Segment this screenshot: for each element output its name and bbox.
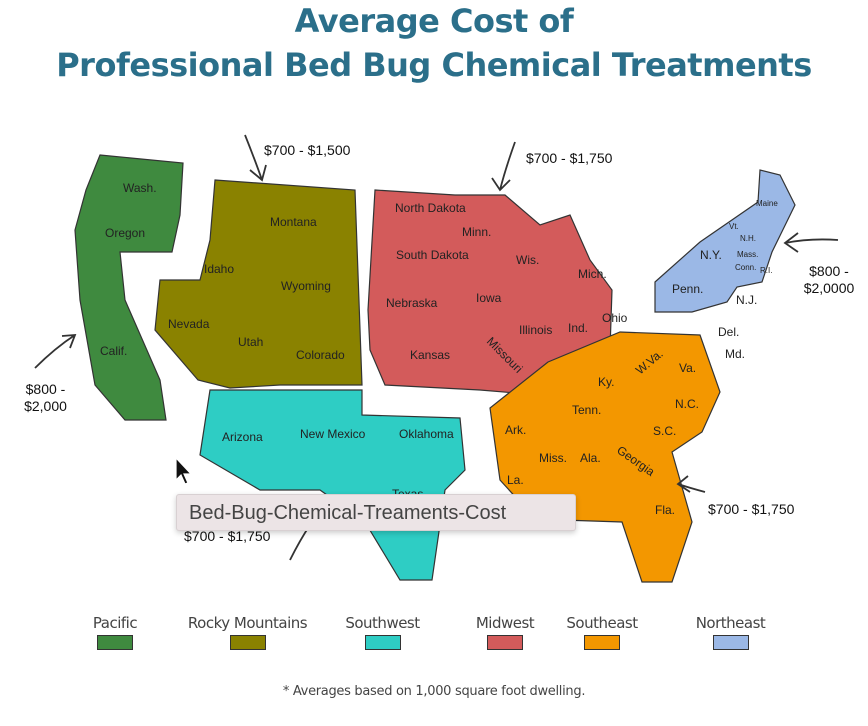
state-label: Illinois (519, 323, 552, 337)
state-label: Fla. (655, 503, 675, 517)
arrow-pacific (34, 333, 77, 369)
state-label: Nebraska (386, 296, 438, 310)
legend-northeast: Northeast (688, 614, 773, 650)
state-label: N.C. (675, 397, 699, 411)
state-label: Idaho (204, 262, 234, 276)
region-northeast (654, 169, 796, 313)
state-label: Wyoming (281, 279, 331, 293)
state-label: Conn. (735, 263, 756, 272)
price-northeast: $800 - $2,0000 (803, 263, 855, 296)
arrows (34, 134, 839, 561)
state-label: North Dakota (395, 201, 466, 215)
price-southeast: $700 - $1,750 (708, 501, 795, 517)
region-pacific (74, 154, 184, 421)
arrow-southeast (676, 475, 706, 493)
legend-rocky-mountains: Rocky Mountains (180, 614, 315, 650)
state-label: Nevada (168, 317, 210, 331)
region-southeast (489, 331, 721, 583)
state-label: Miss. (539, 451, 567, 465)
state-label: Arizona (222, 430, 263, 444)
state-label: N.H. (740, 234, 756, 243)
legend-swatch (584, 635, 620, 650)
state-label: Wash. (123, 181, 157, 195)
region-rocky-mountains (154, 179, 363, 389)
state-label: Mich. (578, 267, 607, 281)
state-label: Ohio (602, 311, 628, 325)
state-label: Montana (270, 215, 317, 229)
arrow-northeast (783, 232, 839, 253)
state-label: South Dakota (396, 248, 469, 262)
arrow-midwest (491, 141, 516, 192)
state-label: Tenn. (572, 403, 601, 417)
state-label: Ky. (598, 375, 614, 389)
footnote: * Averages based on 1,000 square foot dw… (282, 684, 586, 699)
region-southwest (199, 389, 466, 581)
arrow-rocky (244, 134, 267, 182)
state-label: Minn. (462, 225, 491, 239)
state-label: Utah (238, 335, 263, 349)
legend-southwest: Southwest (340, 614, 425, 650)
image-tooltip: Bed-Bug-Chemical-Treaments-Cost (176, 494, 576, 531)
state-label: Va. (679, 361, 696, 375)
state-label: Vt. (729, 222, 739, 231)
state-label: Ark. (505, 423, 526, 437)
state-label: N.J. (736, 293, 757, 307)
state-label: N.Y. (700, 248, 722, 262)
state-label: R.I. (760, 266, 772, 275)
state-label: Del. (718, 325, 739, 339)
legend-swatch (364, 635, 401, 650)
legend-swatch (712, 635, 749, 650)
legend-swatch (487, 635, 523, 650)
state-label: Kansas (410, 348, 450, 362)
cursor-arrow-icon (175, 457, 193, 485)
state-label: Ala. (580, 451, 601, 465)
legend-swatch (229, 635, 266, 650)
price-pacific: $800 - $2,000 (24, 381, 67, 414)
state-label: Iowa (476, 291, 502, 305)
state-label: Calif. (100, 344, 127, 358)
legend-southeast: Southeast (562, 614, 642, 650)
price-rocky-mountains: $700 - $1,500 (264, 142, 351, 158)
state-label: Oklahoma (399, 427, 454, 441)
legend-midwest: Midwest (465, 614, 545, 650)
state-label: Maine (756, 199, 778, 208)
price-southwest: $700 - $1,750 (184, 528, 271, 544)
title-line-1: Average Cost of (294, 2, 574, 40)
state-label: New Mexico (300, 427, 366, 441)
state-label: S.C. (653, 424, 676, 438)
legend-pacific: Pacific (80, 614, 150, 650)
state-label: La. (507, 473, 524, 487)
state-label: Mass. (737, 250, 758, 259)
state-label: Penn. (672, 282, 703, 296)
state-label: Md. (725, 347, 745, 361)
state-label: Wis. (516, 253, 539, 267)
price-midwest: $700 - $1,750 (526, 150, 613, 166)
state-label: Colorado (296, 348, 345, 362)
state-label: Ind. (568, 321, 588, 335)
state-label: Oregon (105, 226, 145, 240)
legend-swatch (97, 635, 133, 650)
title-line-2: Professional Bed Bug Chemical Treatments (56, 46, 812, 84)
